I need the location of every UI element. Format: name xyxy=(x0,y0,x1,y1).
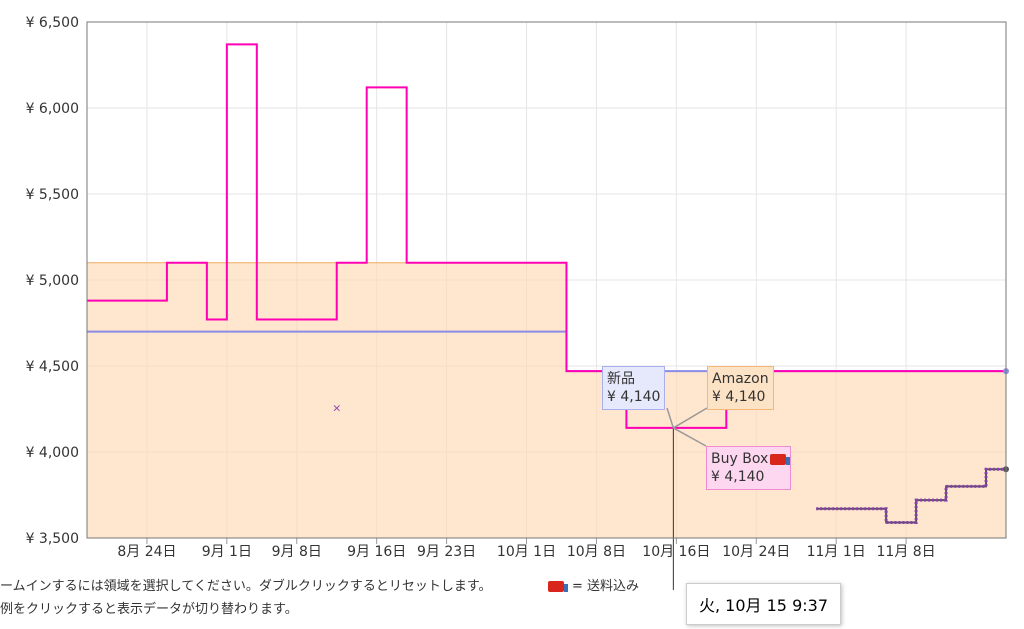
x-tick-label: 9月 23日 xyxy=(417,544,476,560)
tooltip-new-label: 新品 xyxy=(607,371,635,387)
hover-connector xyxy=(672,427,707,447)
y-tick-label: ¥ 5,000 xyxy=(26,273,79,289)
shipping-legend: = 送料込み xyxy=(546,575,639,594)
x-tick-label: 10月 8日 xyxy=(567,544,626,560)
series-used-markers xyxy=(816,467,1006,525)
tooltip-buybox-value: ¥ 4,140 xyxy=(711,469,765,485)
truck-icon xyxy=(770,453,791,465)
shipping-legend-label: = 送料込み xyxy=(572,579,640,594)
y-tick-label: ¥ 4,000 xyxy=(26,445,79,461)
x-tick-label: 11月 1日 xyxy=(807,544,866,560)
tooltip-amazon: Amazon ¥ 4,140 xyxy=(707,366,774,410)
x-tick-label: 8月 24日 xyxy=(117,544,176,560)
x-tick-label: 10月 16日 xyxy=(642,544,710,560)
tooltip-amazon-value: ¥ 4,140 xyxy=(712,389,766,405)
y-tick-label: ¥ 5,500 xyxy=(26,187,79,203)
x-tick-label: 10月 24日 xyxy=(722,544,790,560)
x-tick-label: 10月 1日 xyxy=(497,544,556,560)
tooltip-buybox-label: Buy Box xyxy=(711,451,769,467)
y-tick-label: ¥ 4,500 xyxy=(26,359,79,375)
y-tick-label: ¥ 6,500 xyxy=(26,15,79,31)
x-tick-label: 9月 16日 xyxy=(347,544,406,560)
date-tooltip: 火, 10月 15 9:37 xyxy=(686,583,841,625)
series-used-point: × xyxy=(332,401,341,414)
plot-frame xyxy=(86,21,1007,539)
shipping-truck-icon xyxy=(548,581,568,592)
y-tick-label: ¥ 6,000 xyxy=(26,101,79,117)
tooltip-new: 新品 ¥ 4,140 xyxy=(602,366,666,410)
y-tick-label: ¥ 3,500 xyxy=(26,531,79,547)
x-tick-label: 9月 1日 xyxy=(202,544,252,560)
footer-zoom-hint: ームインするには領域を選択してください。ダブルクリックするとリセットします。 xyxy=(0,579,492,594)
footer-legend-hint: 例をクリックすると表示データが切り替わります。 xyxy=(0,602,298,617)
tooltip-buybox: Buy Box ¥ 4,140 xyxy=(706,446,792,490)
x-tick-label: 9月 8日 xyxy=(272,544,322,560)
tooltip-amazon-label: Amazon xyxy=(712,371,769,387)
tooltip-new-value: ¥ 4,140 xyxy=(607,389,661,405)
hover-connector xyxy=(666,407,675,429)
hover-connector xyxy=(672,407,708,429)
x-tick-label: 11月 8日 xyxy=(877,544,936,560)
